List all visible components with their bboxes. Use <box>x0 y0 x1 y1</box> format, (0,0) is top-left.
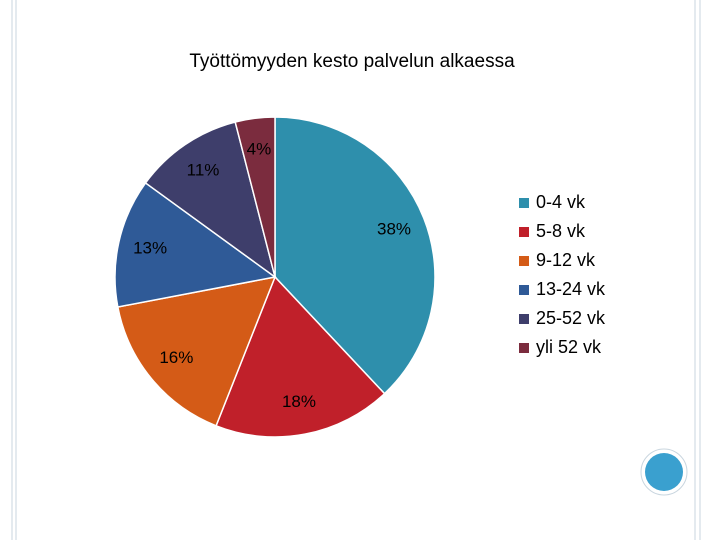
legend-label: 25-52 vk <box>536 308 606 328</box>
pie-slice <box>234 116 276 278</box>
chart-title: Työttömyyden kesto palvelun alkaessa <box>189 51 515 72</box>
legend-swatch <box>519 198 529 208</box>
legend-swatch <box>519 285 529 295</box>
legend-label: 0-4 vk <box>536 192 586 212</box>
pie-slice <box>215 275 386 438</box>
data-label: 13% <box>133 239 167 258</box>
data-label: 11% <box>187 161 220 180</box>
legend-label: 13-24 vk <box>536 279 606 299</box>
data-label: 16% <box>159 348 193 367</box>
legend-swatch <box>519 314 529 324</box>
legend-label: 5-8 vk <box>536 221 586 241</box>
legend-label: 9-12 vk <box>536 250 596 270</box>
data-label: 4% <box>247 139 272 158</box>
legend-swatch <box>519 227 529 237</box>
pie-slice <box>274 116 436 395</box>
data-label: 38% <box>377 219 411 238</box>
decor-circle <box>645 453 683 491</box>
legend-label: yli 52 vk <box>536 337 602 357</box>
pie-slice <box>116 276 277 427</box>
legend-swatch <box>519 256 529 266</box>
pie-slice <box>114 181 277 308</box>
pie-slice <box>144 121 277 279</box>
legend-swatch <box>519 343 529 353</box>
data-label: 18% <box>282 392 316 411</box>
